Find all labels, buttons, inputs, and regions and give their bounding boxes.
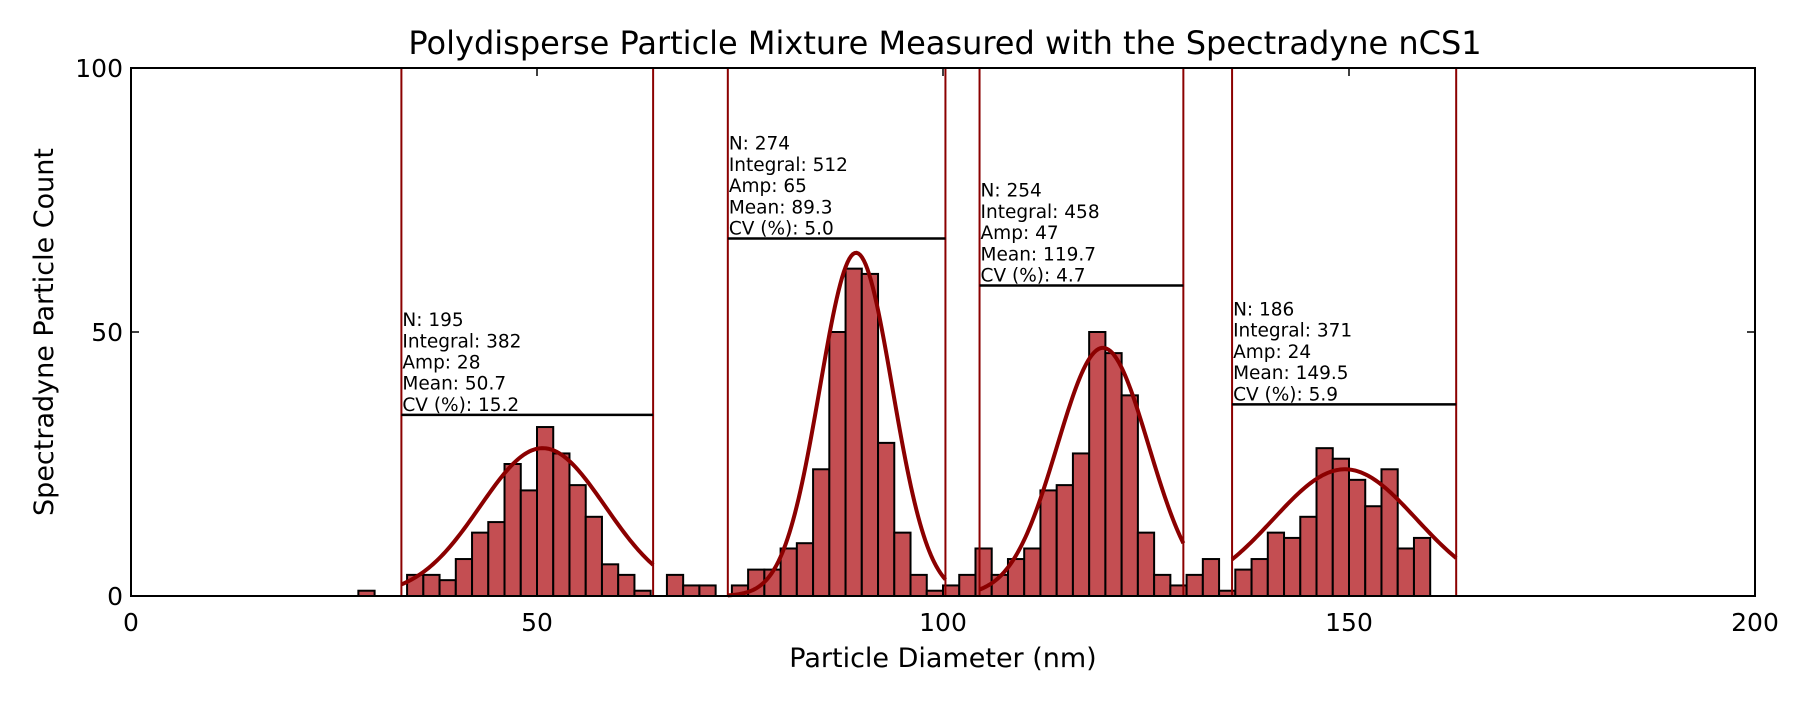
histogram-bar bbox=[552, 452, 571, 597]
y-axis-label: Spectradyne Particle Count bbox=[29, 148, 60, 516]
fit-annotation-line: Integral: 458 bbox=[981, 202, 1100, 223]
x-tick-label: 50 bbox=[521, 608, 553, 637]
histogram-bar bbox=[1201, 558, 1221, 597]
histogram-bar bbox=[1136, 531, 1156, 598]
histogram-bar bbox=[1088, 331, 1107, 597]
fit-annotation-line: Amp: 47 bbox=[981, 223, 1059, 244]
histogram-bar bbox=[665, 573, 685, 598]
histogram-bar bbox=[536, 426, 555, 598]
y-tick-label: 100 bbox=[75, 54, 123, 83]
fit-annotation-line: CV (%): 4.7 bbox=[981, 266, 1086, 287]
histogram-bar bbox=[1348, 478, 1367, 597]
x-tick-label: 200 bbox=[1731, 608, 1779, 637]
histogram-bar bbox=[682, 584, 701, 598]
fit-annotation-line: Mean: 50.7 bbox=[402, 374, 506, 395]
histogram-bar bbox=[471, 531, 490, 598]
histogram-bar bbox=[1039, 489, 1058, 597]
histogram-bar bbox=[1185, 573, 1204, 598]
histogram-bar bbox=[454, 558, 474, 597]
histogram-bar bbox=[812, 468, 831, 597]
histogram-bar bbox=[584, 515, 603, 597]
histogram-bar bbox=[568, 484, 587, 597]
histogram-bar bbox=[1234, 568, 1253, 597]
histogram-bar bbox=[438, 579, 457, 597]
gaussian-fit-curve bbox=[978, 345, 1186, 592]
fit-annotation-line: Integral: 382 bbox=[402, 331, 521, 352]
histogram-bar bbox=[1364, 505, 1383, 597]
x-tick-label: 0 bbox=[123, 608, 139, 637]
histogram-bar bbox=[1250, 558, 1269, 597]
histogram-bar bbox=[1266, 531, 1286, 598]
histogram-bar bbox=[1283, 536, 1302, 597]
fit-annotation-line: N: 195 bbox=[402, 310, 463, 331]
histogram-bar bbox=[958, 573, 977, 598]
fit-annotation-line: Amp: 65 bbox=[729, 176, 807, 197]
histogram-bar bbox=[1299, 515, 1318, 597]
histogram-bar bbox=[860, 272, 880, 597]
histogram-bar bbox=[844, 267, 863, 597]
fit-annotation-line: CV (%): 5.9 bbox=[1233, 384, 1338, 405]
histogram-bar bbox=[828, 331, 847, 597]
histogram-bar bbox=[1071, 452, 1091, 597]
chart-title: Polydisperse Particle Mixture Measured w… bbox=[408, 24, 1481, 62]
histogram-bar bbox=[1055, 484, 1074, 597]
histogram-bar bbox=[1023, 547, 1042, 597]
histogram-bar bbox=[1153, 573, 1172, 598]
histogram-bar bbox=[503, 463, 522, 597]
axis-ticks: 0 50 100 150 200 0 50 100 bbox=[75, 54, 1779, 637]
gaussian-fit-curve bbox=[727, 250, 947, 598]
histogram-bar bbox=[909, 573, 928, 598]
fit-annotation-line: Amp: 28 bbox=[402, 352, 480, 373]
fit-annotation-line: N: 254 bbox=[981, 181, 1042, 202]
fit-annotation-line: Mean: 89.3 bbox=[729, 197, 833, 218]
fit-annotation-line: Amp: 24 bbox=[1233, 342, 1311, 363]
fit-annotation-line: N: 274 bbox=[729, 134, 790, 155]
histogram-bar bbox=[600, 563, 620, 598]
histogram-bar bbox=[617, 573, 636, 598]
histogram-bar bbox=[698, 584, 717, 598]
histogram-bar bbox=[893, 531, 912, 598]
fit-annotation-line: CV (%): 5.0 bbox=[729, 219, 834, 240]
histogram-bar bbox=[422, 573, 441, 598]
histogram-bar bbox=[519, 489, 539, 597]
x-axis-label: Particle Diameter (nm) bbox=[789, 643, 1096, 674]
histogram-bar bbox=[1120, 394, 1139, 597]
gaussian-fit-curve bbox=[400, 446, 655, 587]
x-tick-label: 100 bbox=[919, 608, 967, 637]
histogram-bar bbox=[487, 521, 506, 598]
histogram-bar bbox=[877, 441, 896, 597]
fit-annotation-line: Integral: 371 bbox=[1233, 321, 1352, 342]
histogram-bar bbox=[795, 542, 815, 598]
histogram-bar bbox=[1412, 536, 1432, 597]
histogram-bar bbox=[1396, 547, 1415, 597]
y-tick-label: 50 bbox=[91, 318, 123, 347]
histogram-bar bbox=[1104, 352, 1123, 597]
y-tick-label: 0 bbox=[107, 582, 123, 611]
fit-annotation-line: Integral: 512 bbox=[729, 155, 848, 176]
fit-annotation-line: N: 186 bbox=[1233, 300, 1294, 321]
gaussian-fit-curve bbox=[1230, 467, 1458, 561]
plot-frame bbox=[130, 67, 1756, 597]
x-tick-label: 150 bbox=[1325, 608, 1373, 637]
fit-annotation-line: Mean: 119.7 bbox=[981, 244, 1096, 265]
fit-annotation-line: Mean: 149.5 bbox=[1233, 363, 1348, 384]
histogram-bar bbox=[1331, 457, 1351, 597]
fit-annotation-line: CV (%): 15.2 bbox=[402, 395, 519, 416]
